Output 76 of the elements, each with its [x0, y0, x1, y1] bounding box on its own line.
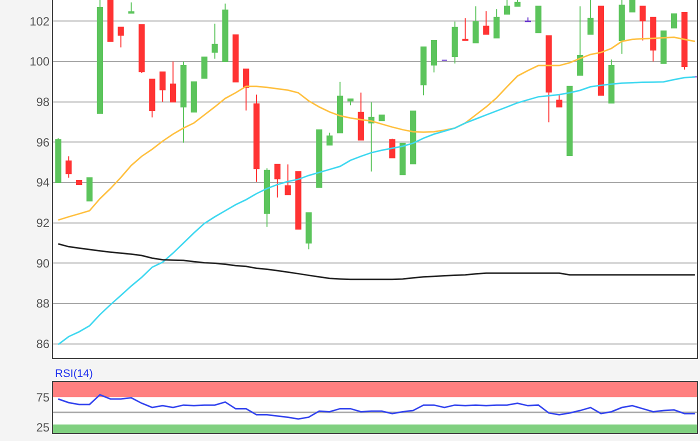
- y-tick-label: 100: [30, 54, 50, 69]
- candlestick: [389, 138, 396, 158]
- line-series: [57, 76, 696, 346]
- candlestick: [76, 180, 82, 186]
- candlestick: [232, 34, 239, 82]
- candlestick: [284, 164, 291, 196]
- candlestick: [243, 68, 250, 112]
- candlestick: [660, 30, 667, 64]
- candlestick: [378, 114, 385, 122]
- candlestick: [326, 132, 333, 146]
- candlestick: [494, 8, 500, 38]
- candlestick: [452, 21, 458, 64]
- candlestick: [347, 98, 354, 106]
- candlestick: [86, 177, 93, 202]
- candlestick: [295, 171, 302, 230]
- line-series: [57, 394, 696, 420]
- candlestick: [650, 16, 656, 62]
- candlestick: [598, 6, 604, 96]
- candlestick: [55, 138, 62, 184]
- candlestick: [336, 81, 344, 134]
- candlestick: [138, 24, 145, 74]
- candlestick: [504, 0, 510, 15]
- candlestick: [629, 0, 636, 12]
- candlestick: [128, 2, 134, 14]
- candlestick: [410, 110, 416, 164]
- candlestick: [118, 26, 124, 48]
- candlestick: [264, 168, 270, 228]
- candlestick: [316, 129, 322, 188]
- y-tick-label: 96: [36, 135, 50, 150]
- line-series: [57, 36, 696, 221]
- candlestick: [149, 78, 156, 118]
- candlestick: [472, 6, 479, 44]
- candlestick: [107, 0, 114, 42]
- candlestick: [546, 35, 552, 123]
- candlestick: [368, 102, 374, 172]
- candlestick: [160, 72, 166, 102]
- y-tick-label: 25: [36, 420, 50, 435]
- candlestick: [212, 23, 218, 60]
- candlestick: [514, 0, 521, 7]
- candlestick: [681, 12, 688, 70]
- candlestick: [430, 40, 438, 73]
- candlestick: [524, 16, 531, 22]
- y-tick-label: 92: [36, 216, 50, 230]
- candlestick: [222, 3, 228, 62]
- candlestick: [670, 13, 678, 28]
- candlestick: [566, 86, 573, 156]
- candlestick: [66, 156, 72, 178]
- y-tick-label: 98: [36, 95, 50, 110]
- candlestick: [190, 81, 197, 112]
- candlestick: [201, 56, 208, 79]
- y-tick-label: 75: [36, 390, 50, 404]
- line-series: [57, 243, 696, 280]
- candlestick: [618, 0, 625, 54]
- candlestick: [640, 6, 646, 42]
- candlestick: [577, 6, 584, 76]
- candlestick: [170, 61, 176, 102]
- candlestick: [306, 212, 312, 250]
- candlestick: [180, 61, 187, 144]
- y-tick-label: 88: [36, 296, 50, 311]
- y-tick-label: 94: [36, 176, 50, 190]
- candlestick: [535, 6, 542, 34]
- candlestick: [96, 0, 104, 114]
- candlestick: [462, 18, 468, 41]
- y-tick-label: 102: [30, 14, 50, 28]
- candlestick: [253, 94, 260, 182]
- candlestick: [358, 92, 364, 140]
- candlestick: [608, 59, 614, 104]
- candlestick: [420, 46, 427, 96]
- y-tick-label: 90: [36, 256, 50, 270]
- candlestick: [483, 10, 490, 35]
- candlestick: [274, 164, 280, 198]
- candlestick: [400, 142, 406, 176]
- candlestick: [587, 0, 594, 35]
- candlestick: [556, 94, 562, 108]
- chart-title: RSI(14): [55, 368, 93, 380]
- y-tick-label: 86: [36, 337, 50, 352]
